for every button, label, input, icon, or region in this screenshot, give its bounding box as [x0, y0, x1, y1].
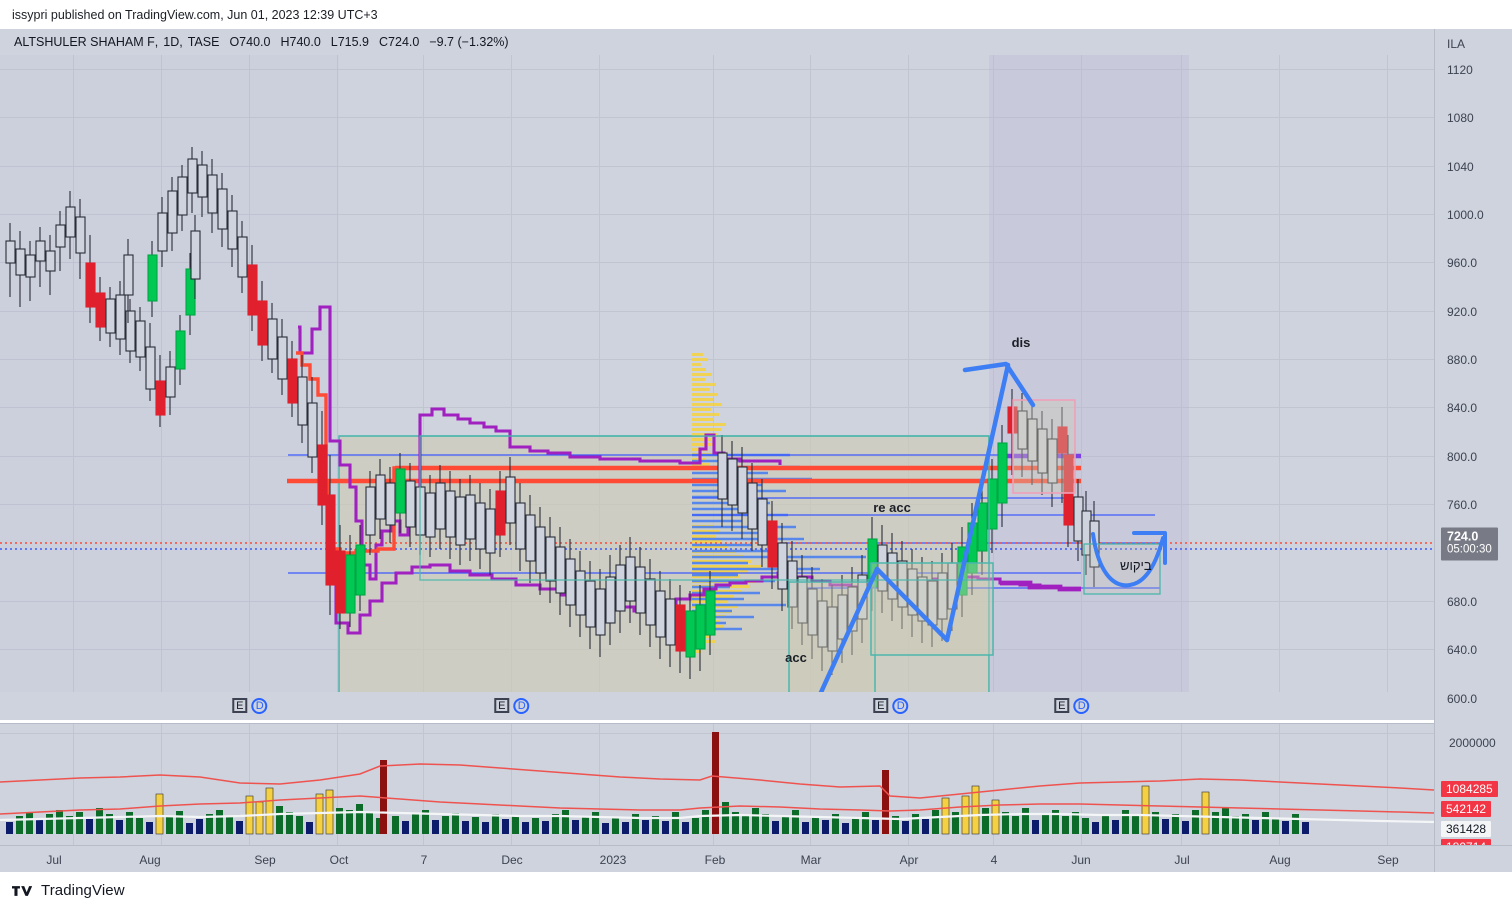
zone-dis-box — [1012, 399, 1076, 494]
legend-interval[interactable]: 1D — [163, 35, 180, 49]
axis-corner — [1434, 845, 1512, 872]
volume-badge: 542142 — [1441, 801, 1492, 817]
projection-arrow-leg3 — [944, 362, 1011, 643]
attribution-text: issypri published on TradingView.com, Ju… — [12, 7, 378, 22]
volume-ma-lower — [0, 795, 1434, 815]
earnings-marker-icon[interactable]: E — [1054, 698, 1070, 713]
price-tick: 1000.0 — [1447, 208, 1484, 222]
indicator-purple-flat-right — [1000, 580, 1081, 592]
demand-arrow-head — [1132, 531, 1167, 565]
price-chart-pane[interactable]: dis re acc acc ביקוש — [0, 55, 1434, 692]
annotation-dis[interactable]: dis — [1011, 335, 1031, 350]
tradingview-brand-label: TradingView — [41, 882, 125, 899]
legend-symbol[interactable]: ALTSHULER SHAHAM F — [14, 35, 155, 49]
demand-curve-arrow — [1091, 532, 1165, 588]
time-tick: 7 — [420, 853, 428, 867]
time-tick: Aug — [139, 853, 161, 867]
event-marker-group-3[interactable]: E D — [873, 696, 909, 714]
time-tick: Sep — [254, 853, 276, 867]
earnings-marker-icon[interactable]: E — [873, 698, 889, 713]
time-axis[interactable]: Jul Aug Sep Oct 7 Dec 2023 Feb Mar Apr 4… — [0, 845, 1434, 872]
time-tick: 4 — [990, 853, 998, 867]
time-tick: Jul — [1174, 853, 1190, 867]
price-tick: 840.0 — [1447, 401, 1478, 415]
current-price-value: 724.0 — [1447, 529, 1479, 544]
legend-exchange: TASE — [187, 35, 220, 49]
legend-open: O740.0 — [229, 35, 271, 49]
bar-countdown: 05:00:30 — [1447, 543, 1492, 556]
dividend-marker-icon[interactable]: D — [892, 698, 909, 714]
attribution-bar: issypri published on TradingView.com, Ju… — [0, 0, 1512, 29]
current-price-label[interactable]: 724.0 05:00:30 — [1441, 527, 1498, 561]
earnings-marker-icon[interactable]: E — [232, 698, 248, 713]
price-tick: 920.0 — [1447, 305, 1478, 319]
zone-right-tint — [989, 55, 1189, 692]
zone-reacc-box — [870, 562, 994, 656]
event-marker-group-4[interactable]: E D — [1054, 696, 1090, 714]
time-tick: Jun — [1071, 853, 1091, 867]
price-tick: 640.0 — [1447, 643, 1478, 657]
projection-arrow-head — [962, 361, 1036, 408]
price-chart-svg — [0, 55, 1434, 692]
time-tick: Mar — [800, 853, 822, 867]
legend-high: H740.0 — [280, 35, 321, 49]
annotation-demand-hebrew[interactable]: ביקוש — [1120, 558, 1152, 573]
volume-ma-white — [0, 810, 1434, 824]
branding-bar: TradingView — [0, 872, 1512, 909]
price-tick: 1040 — [1447, 160, 1474, 174]
price-tick: 960.0 — [1447, 256, 1478, 270]
event-marker-group-2[interactable]: E D — [494, 696, 530, 714]
time-tick: Feb — [704, 853, 726, 867]
price-tick: 760.0 — [1447, 498, 1478, 512]
zone-inner-range — [419, 435, 990, 581]
event-marker-group-1[interactable]: E D — [232, 696, 268, 714]
legend-close: C724.0 — [379, 35, 420, 49]
time-tick: Apr — [899, 853, 919, 867]
chart-legend: ALTSHULER SHAHAM F, 1D, TASE O740.0 H740… — [0, 29, 1434, 55]
volume-ma-upper — [0, 763, 1434, 799]
time-tick: Dec — [501, 853, 523, 867]
annotation-re-acc[interactable]: re acc — [873, 500, 911, 515]
time-tick: Oct — [329, 853, 349, 867]
time-tick: Jul — [46, 853, 62, 867]
volume-badge: 361428 — [1441, 821, 1492, 837]
price-tick: 680.0 — [1447, 595, 1478, 609]
projection-arrow-leg2 — [874, 566, 950, 643]
current-price-dotted-lines — [0, 542, 1434, 550]
dividend-marker-icon[interactable]: D — [251, 698, 268, 714]
dividend-marker-icon[interactable]: D — [513, 698, 530, 714]
tradingview-logo-icon — [12, 884, 34, 898]
dividend-marker-icon[interactable]: D — [1073, 698, 1090, 714]
projection-arrow-main — [818, 566, 880, 692]
events-marker-strip: E D E D E D E D — [0, 692, 1434, 720]
price-tick: 600.0 — [1447, 692, 1478, 706]
annotation-acc[interactable]: acc — [785, 650, 807, 665]
price-tick: 800.0 — [1447, 450, 1478, 464]
price-tick: 1080 — [1447, 111, 1474, 125]
price-tick: 880.0 — [1447, 353, 1478, 367]
legend-low: L715.9 — [330, 35, 370, 49]
volume-badge: 1084285 — [1441, 781, 1498, 797]
time-tick: 2023 — [599, 853, 627, 867]
price-axis[interactable]: ILA 1120 1080 1040 1000.0 960.0 920.0 88… — [1434, 29, 1512, 872]
indicator-purple-upper — [298, 305, 782, 581]
time-tick: Sep — [1377, 853, 1399, 867]
price-tick: 1120 — [1447, 63, 1473, 77]
volume-chart-pane[interactable] — [0, 723, 1434, 845]
earnings-marker-icon[interactable]: E — [494, 698, 510, 713]
candlestick-series — [5, 147, 1100, 679]
price-axis-unit: ILA — [1447, 37, 1466, 51]
legend-change: −9.7 (−1.32%) — [429, 35, 509, 49]
volume-chart-svg — [0, 724, 1434, 845]
volume-tick: 2000000 — [1449, 736, 1496, 750]
time-tick: Aug — [1269, 853, 1291, 867]
